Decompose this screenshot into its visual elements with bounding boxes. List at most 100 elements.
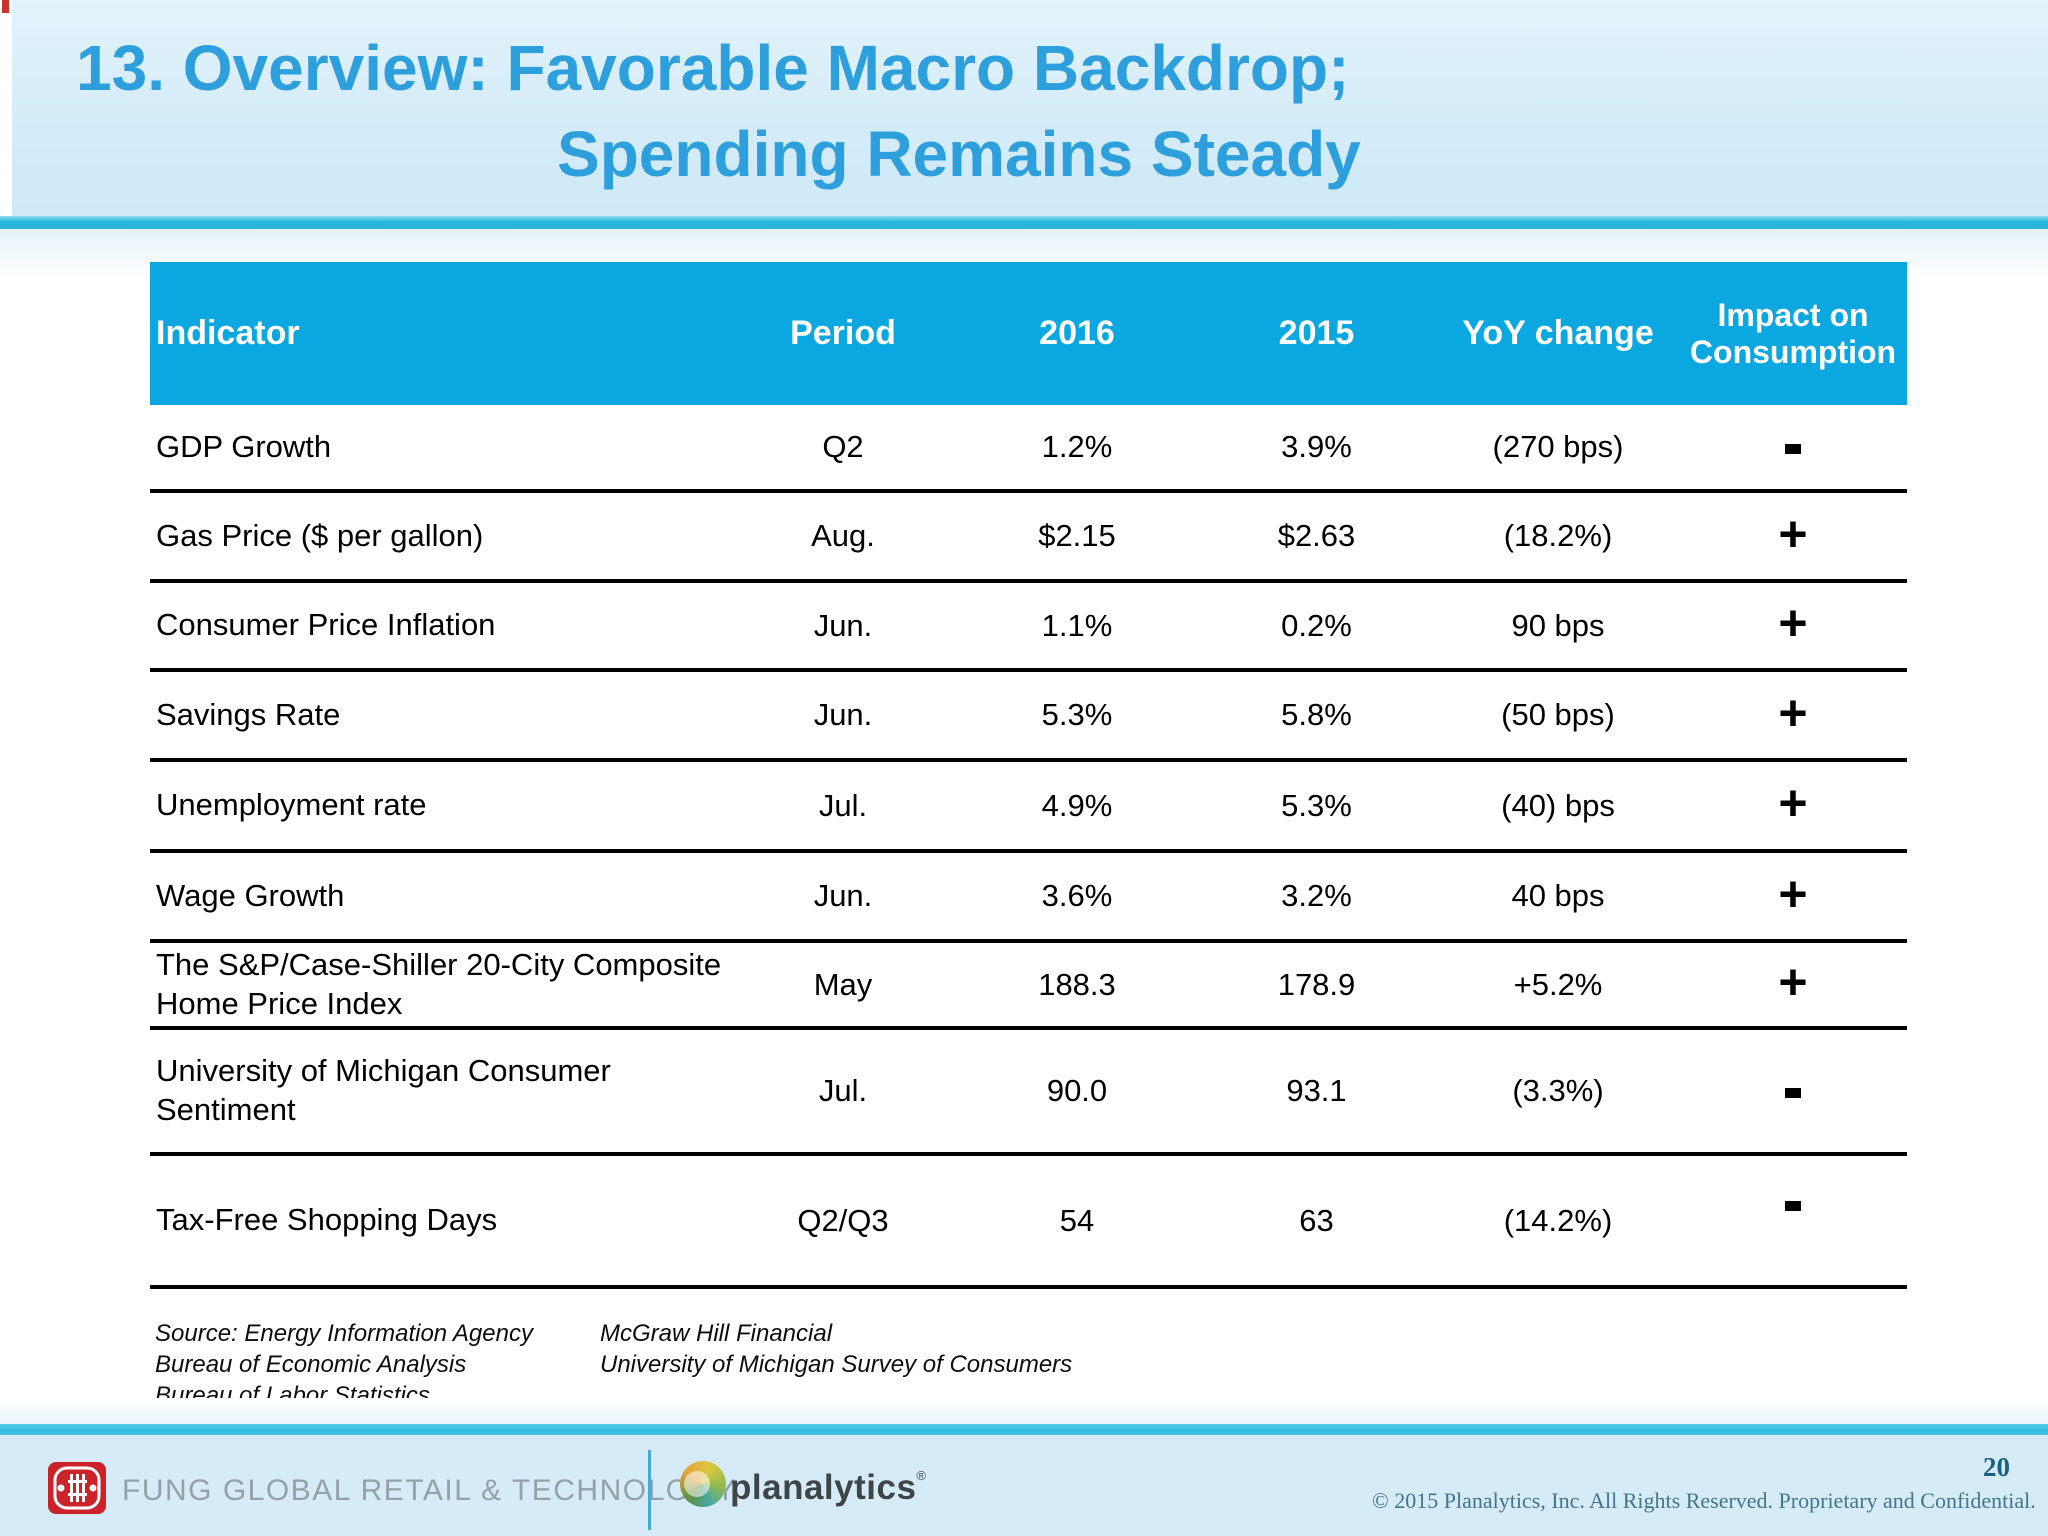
value-2016-cell: 4.9% xyxy=(1041,787,1113,823)
value-2015-cell: 63 xyxy=(1299,1202,1334,1238)
period-cell: Jun. xyxy=(813,697,873,732)
period-cell: Jul. xyxy=(818,787,868,823)
impact-symbol: + xyxy=(1778,505,1808,562)
impact-cell: - xyxy=(1679,1073,1907,1109)
indicator-cell: Savings Rate xyxy=(156,696,341,732)
planalytics-brand-text: planalytics® xyxy=(730,1468,927,1508)
page-number: 20 xyxy=(1983,1452,2010,1482)
indicator-cell: Unemployment rate xyxy=(156,787,427,823)
source-line: McGraw Hill Financial xyxy=(600,1320,833,1347)
slide-title-line2: Spending Remains Steady xyxy=(557,118,1361,190)
impact-symbol: + xyxy=(1778,684,1808,741)
table-row: Unemployment rate Jul. 4.9% 5.3% (40) bp… xyxy=(150,762,1907,853)
fung-brand-text: FUNG GLOBAL RETAIL & TECHNOLOGY xyxy=(122,1474,737,1507)
value-2015-cell: 0.2% xyxy=(1281,607,1352,643)
value-2016-cell: 54 xyxy=(1059,1202,1095,1238)
impact-cell: + xyxy=(1679,865,1907,922)
table-row: GDP Growth Q2 1.2% 3.9% (270 bps) - xyxy=(150,405,1907,493)
impact-symbol: + xyxy=(1778,954,1808,1010)
source-notes-col2: McGraw Hill Financial University of Mich… xyxy=(600,1318,1072,1380)
impact-symbol: - xyxy=(1785,1200,1801,1211)
table-row: Tax-Free Shopping Days Q2/Q3 54 63 (14.2… xyxy=(150,1156,1907,1289)
impact-cell: + xyxy=(1679,505,1907,562)
impact-symbol: - xyxy=(1785,443,1801,454)
period-cell: Jun. xyxy=(813,607,873,643)
impact-symbol: - xyxy=(1785,1087,1801,1098)
yoy-change-cell: (14.2%) xyxy=(1503,1202,1613,1238)
value-2016-cell: 1.2% xyxy=(1041,429,1113,464)
value-2016-cell: 188.3 xyxy=(1038,966,1116,1002)
value-2015-cell: 3.9% xyxy=(1281,429,1352,464)
period-cell: Jul. xyxy=(818,1073,868,1108)
yoy-change-cell: (18.2%) xyxy=(1503,518,1613,553)
value-2016-cell: 3.6% xyxy=(1041,878,1113,913)
impact-cell: - xyxy=(1679,1156,1907,1222)
value-2015-cell: 93.1 xyxy=(1286,1073,1347,1108)
source-line: Source: Energy Information Agency xyxy=(155,1320,533,1347)
table-row: The S&P/Case-Shiller 20-City Composite H… xyxy=(150,943,1907,1030)
period-cell: Q2 xyxy=(822,429,864,464)
value-2016-cell: 90.0 xyxy=(1046,1073,1108,1108)
col-header-impact: Impact on Consumption xyxy=(1689,296,1897,370)
footer-fade xyxy=(0,1398,2048,1424)
impact-cell: - xyxy=(1679,429,1907,465)
corner-artifact-mark xyxy=(2,0,9,13)
indicator-cell: Gas Price ($ per gallon) xyxy=(156,517,484,553)
footer-vertical-divider xyxy=(648,1450,651,1530)
header-divider-stripe xyxy=(0,216,2048,229)
yoy-change-cell: 90 bps xyxy=(1511,607,1605,643)
impact-symbol: + xyxy=(1778,865,1808,922)
indicator-cell: The S&P/Case-Shiller 20-City Composite H… xyxy=(156,946,722,1021)
value-2016-cell: 5.3% xyxy=(1041,697,1113,732)
table-row: Savings Rate Jun. 5.3% 5.8% (50 bps) + xyxy=(150,672,1907,762)
impact-cell: + xyxy=(1679,684,1907,741)
macro-indicators-table: Indicator Period 2016 2015 YoY change Im… xyxy=(150,262,1907,1289)
impact-cell: + xyxy=(1679,775,1907,831)
slide-title-line1: 13. Overview: Favorable Macro Backdrop; xyxy=(76,32,1350,104)
footer-band xyxy=(0,1435,2048,1536)
title-band: 13. Overview: Favorable Macro Backdrop; … xyxy=(0,0,2048,216)
yoy-change-cell: +5.2% xyxy=(1513,966,1603,1002)
source-line: University of Michigan Survey of Consume… xyxy=(600,1351,1073,1378)
impact-cell: + xyxy=(1679,954,1907,1010)
table-row: Wage Growth Jun. 3.6% 3.2% 40 bps + xyxy=(150,853,1907,943)
period-cell: Aug. xyxy=(811,518,875,553)
yoy-change-cell: (50 bps) xyxy=(1501,697,1615,732)
indicator-cell: University of Michigan Consumer Sentimen… xyxy=(156,1053,611,1127)
indicator-cell: Tax-Free Shopping Days xyxy=(156,1202,498,1238)
fung-logo-icon xyxy=(48,1462,106,1514)
yoy-change-cell: (270 bps) xyxy=(1492,429,1624,464)
table-row: University of Michigan Consumer Sentimen… xyxy=(150,1030,1907,1156)
indicator-cell: GDP Growth xyxy=(156,428,332,464)
period-cell: Q2/Q3 xyxy=(797,1202,889,1238)
impact-symbol: + xyxy=(1778,595,1808,651)
source-line: Bureau of Economic Analysis xyxy=(155,1351,467,1378)
table-row: Consumer Price Inflation Jun. 1.1% 0.2% … xyxy=(150,583,1907,672)
planalytics-wordmark: planalytics xyxy=(730,1468,917,1507)
table-row: Gas Price ($ per gallon) Aug. $2.15 $2.6… xyxy=(150,493,1907,583)
indicator-cell: Consumer Price Inflation xyxy=(156,607,496,643)
period-cell: May xyxy=(813,966,873,1002)
yoy-change-cell: 40 bps xyxy=(1511,878,1605,913)
value-2015-cell: 5.3% xyxy=(1281,787,1352,823)
impact-cell: + xyxy=(1679,595,1907,651)
yoy-change-cell: (3.3%) xyxy=(1512,1073,1604,1108)
table-header-row: Indicator Period 2016 2015 YoY change Im… xyxy=(150,262,1907,405)
col-header-2015: 2015 xyxy=(1278,314,1355,352)
registered-mark: ® xyxy=(916,1468,927,1483)
col-header-indicator: Indicator xyxy=(156,314,300,352)
value-2016-cell: 1.1% xyxy=(1041,607,1113,643)
yoy-change-cell: (40) bps xyxy=(1501,787,1615,823)
col-header-yoy-change: YoY change xyxy=(1462,314,1654,352)
col-header-period: Period xyxy=(790,314,896,352)
left-edge-margin xyxy=(0,0,12,216)
indicator-cell: Wage Growth xyxy=(156,877,345,913)
planalytics-logo-icon xyxy=(680,1461,726,1507)
value-2015-cell: 178.9 xyxy=(1277,966,1356,1002)
value-2015-cell: 5.8% xyxy=(1281,697,1352,732)
impact-symbol: + xyxy=(1778,775,1808,831)
value-2015-cell: 3.2% xyxy=(1281,878,1352,913)
source-notes: Source: Energy Information Agency Bureau… xyxy=(155,1318,1072,1411)
copyright-text: © 2015 Planalytics, Inc. All Rights Rese… xyxy=(1372,1488,2036,1513)
